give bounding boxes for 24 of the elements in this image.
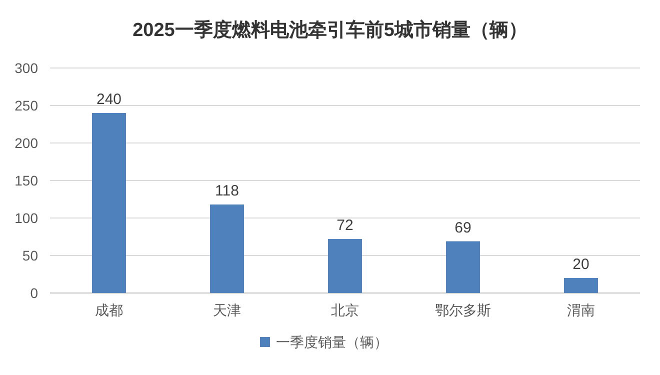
y-tick-label: 200 (14, 135, 38, 151)
data-label: 20 (572, 256, 590, 273)
bar (564, 278, 598, 293)
x-tick-label: 北京 (331, 302, 359, 318)
x-tick-label: 渭南 (567, 302, 595, 318)
y-tick-label: 150 (14, 172, 38, 188)
bar (328, 239, 362, 293)
chart-title: 2025一季度燃料电池牵引车前5城市销量（辆） (132, 19, 528, 41)
legend-label: 一季度销量（辆） (276, 334, 388, 350)
x-tick-label: 天津 (213, 302, 241, 318)
x-tick-label: 成都 (95, 302, 123, 318)
bar (92, 113, 126, 293)
data-label: 72 (336, 217, 354, 234)
bar (446, 241, 480, 293)
y-tick-label: 50 (22, 248, 38, 264)
data-label: 69 (454, 219, 472, 236)
y-tick-label: 100 (14, 210, 38, 226)
y-tick-label: 250 (14, 98, 38, 114)
data-label: 240 (96, 91, 122, 108)
bar (210, 204, 244, 293)
x-tick-label: 鄂尔多斯 (435, 302, 491, 318)
data-label: 118 (215, 182, 239, 200)
y-tick-label: 0 (30, 285, 38, 301)
y-tick-label: 300 (14, 60, 38, 76)
